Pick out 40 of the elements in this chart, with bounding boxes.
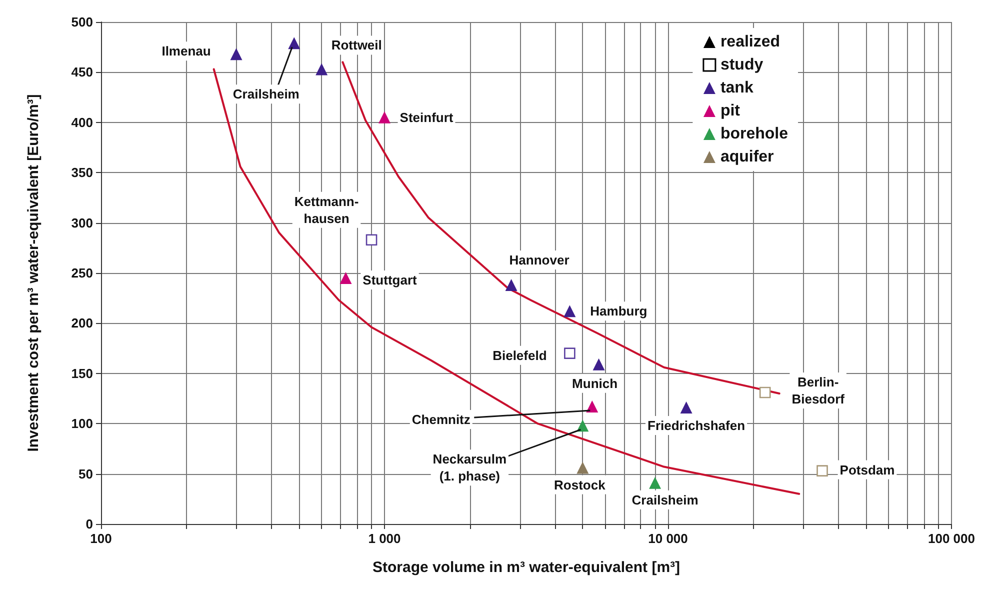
y-tick-label: 150 bbox=[71, 366, 93, 381]
annotation: Crailsheim bbox=[232, 86, 300, 102]
annotation: Stuttgart bbox=[362, 272, 418, 288]
y-tick-label: 500 bbox=[71, 14, 93, 30]
x-tick-label: 100 000 bbox=[928, 531, 976, 546]
y-tick-label: 450 bbox=[71, 64, 93, 80]
annotation: Hamburg bbox=[590, 304, 648, 319]
y-tick-label: 50 bbox=[78, 466, 93, 482]
legend-label: realized bbox=[720, 34, 780, 50]
annotation: Chemnitz bbox=[412, 412, 471, 428]
x-axis-title: Storage volume in m³ water-equivalent [m³] bbox=[372, 559, 680, 576]
legend-label: pit bbox=[720, 102, 741, 120]
x-tick-label: 10 000 bbox=[648, 531, 688, 546]
annotation: Rostock bbox=[554, 477, 606, 492]
annotation: Berlin- Biesdorf bbox=[792, 374, 846, 406]
legend-label: study bbox=[720, 56, 764, 74]
annotation: Friedrichshafen bbox=[648, 418, 746, 434]
legend-label: aquifer bbox=[720, 148, 774, 166]
annotation: Neckarsulm (1. phase) bbox=[432, 452, 507, 484]
legend-label: borehole bbox=[720, 126, 788, 142]
annotation: Bielefeld bbox=[492, 348, 547, 363]
y-tick-label: 0 bbox=[86, 516, 93, 532]
annotation: Hannover bbox=[509, 252, 570, 268]
annotation: Rottweil bbox=[331, 38, 382, 53]
annotation: Potsdam bbox=[840, 462, 895, 478]
annotation: Steinfurt bbox=[400, 110, 454, 125]
y-tick-label: 200 bbox=[71, 316, 93, 331]
x-tick-label: 100 bbox=[90, 531, 112, 546]
annotation: Crailsheim bbox=[632, 492, 698, 508]
legend-label: tank bbox=[720, 80, 754, 96]
y-tick-label: 300 bbox=[71, 215, 93, 230]
y-tick-label: 100 bbox=[71, 416, 93, 432]
y-axis-title: Investment cost per m³ water-equivalent [Euro/m³] bbox=[25, 94, 42, 452]
annotation: Kettmann- hausen bbox=[294, 194, 359, 226]
x-tick-label: 1 000 bbox=[368, 531, 401, 546]
annotation: Munich bbox=[572, 376, 618, 391]
y-tick-label: 400 bbox=[71, 114, 93, 130]
y-tick-label: 350 bbox=[71, 165, 93, 180]
annotation: Ilmenau bbox=[162, 44, 211, 59]
y-tick-label: 250 bbox=[71, 266, 93, 280]
